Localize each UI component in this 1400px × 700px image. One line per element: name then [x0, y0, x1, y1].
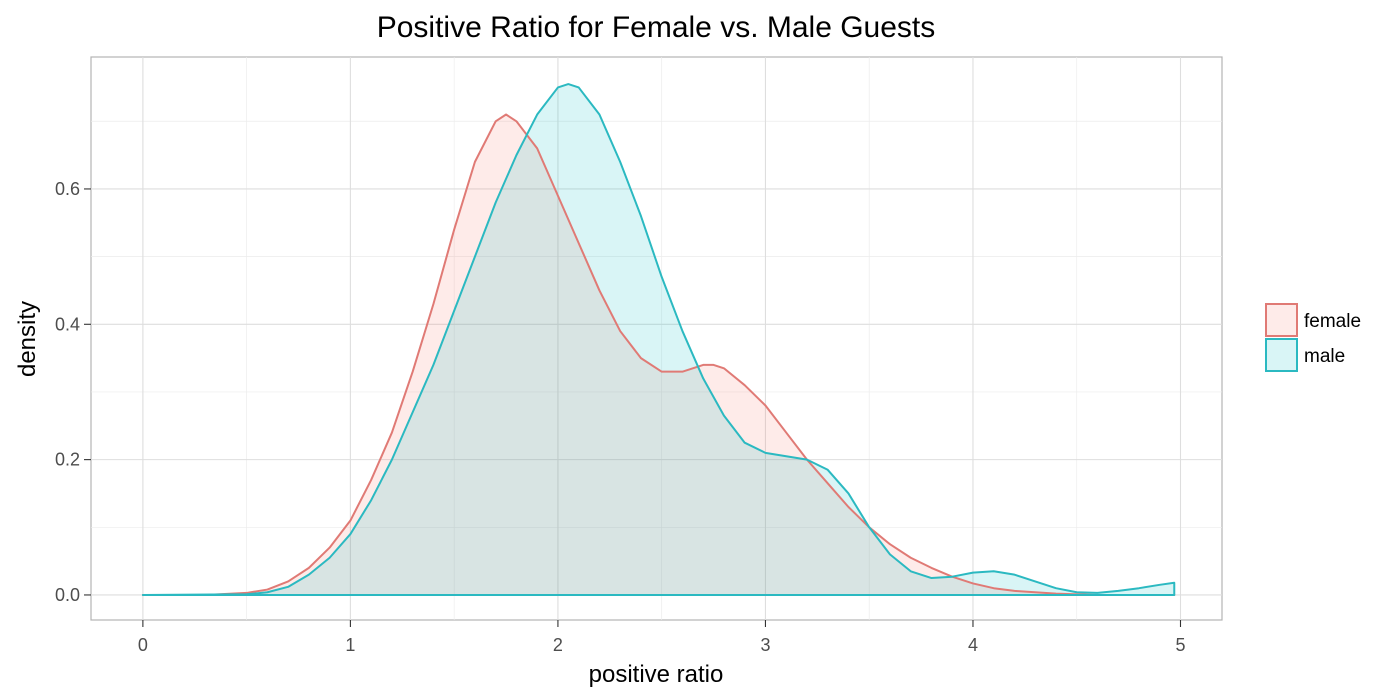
x-axis-title: positive ratio	[589, 661, 724, 688]
x-tick-label: 1	[345, 635, 355, 655]
legend-label-male: male	[1304, 346, 1345, 367]
minor-gridlines	[91, 57, 1222, 620]
legend: female male	[1265, 303, 1361, 372]
y-axis-title: density	[14, 301, 41, 377]
x-tick-label: 4	[968, 635, 978, 655]
legend-label-female: female	[1304, 311, 1361, 332]
density-area-male	[142, 84, 1175, 595]
x-tick-label: 3	[760, 635, 770, 655]
x-tick-label: 5	[1175, 635, 1185, 655]
y-axis-ticks: 0.0 0.2 0.4 0.6	[55, 179, 91, 605]
density-line-female	[141, 113, 1176, 596]
y-tick-label: 0.0	[55, 585, 80, 605]
legend-key-male	[1265, 338, 1298, 372]
y-tick-label: 0.6	[55, 179, 80, 199]
x-tick-label: 0	[138, 635, 148, 655]
density-areas	[142, 84, 1175, 595]
y-tick-label: 0.4	[55, 314, 80, 334]
density-line-male	[141, 83, 1176, 596]
density-area-female	[142, 114, 1175, 595]
plot-panel	[90, 56, 1223, 621]
y-tick-label: 0.2	[55, 450, 80, 470]
density-lines	[141, 83, 1176, 596]
legend-key-female	[1265, 303, 1298, 337]
chart-title: Positive Ratio for Female vs. Male Guest…	[377, 11, 936, 44]
x-tick-label: 2	[553, 635, 563, 655]
x-axis-ticks: 0 1 2 3 4 5	[138, 620, 1186, 655]
